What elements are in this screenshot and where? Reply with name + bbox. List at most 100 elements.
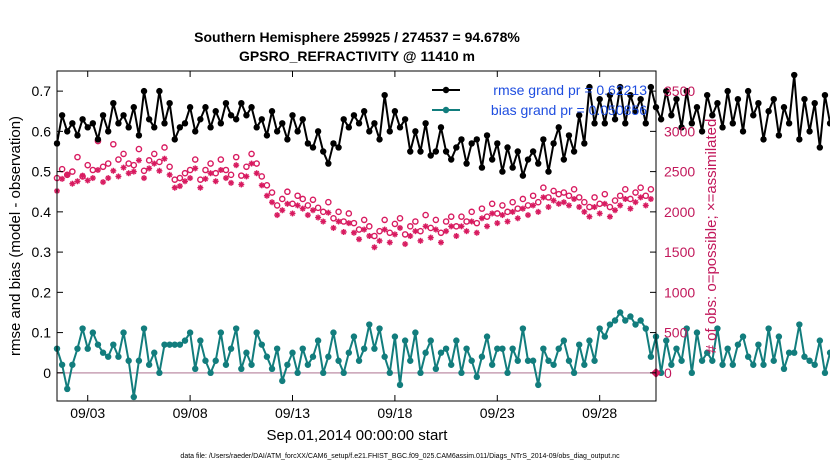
obs-possible-point <box>582 200 587 205</box>
obs-possible-point <box>300 196 305 201</box>
obs-assimilated-point <box>428 235 434 241</box>
obs-possible-point <box>597 201 602 206</box>
obs-assimilated-point <box>515 215 521 221</box>
rmse-point <box>376 136 382 142</box>
rmse-point <box>335 144 341 150</box>
bias-point <box>643 325 649 331</box>
obs-assimilated-point <box>223 175 229 181</box>
rmse-point <box>74 132 80 138</box>
obs-assimilated-point <box>172 185 178 191</box>
rmse-point <box>730 120 736 126</box>
obs-possible-point <box>223 167 228 172</box>
y2-tick-label: 2500 <box>664 164 695 180</box>
bias-point <box>392 333 398 339</box>
rmse-point <box>509 164 515 170</box>
bias-point <box>776 333 782 339</box>
x-tick-label: 09/18 <box>377 405 412 421</box>
rmse-point <box>453 144 459 150</box>
obs-assimilated-point <box>576 204 582 210</box>
rmse-point <box>520 172 526 178</box>
obs-possible-point <box>643 193 648 198</box>
obs-possible-point <box>346 211 351 216</box>
rmse-point <box>709 112 715 118</box>
rmse-point <box>540 136 546 142</box>
rmse-point <box>59 112 65 118</box>
obs-assimilated-point <box>284 201 290 207</box>
bias-point <box>320 370 326 376</box>
rmse-point <box>325 160 331 166</box>
obs-possible-point <box>326 200 331 205</box>
bias-point <box>801 354 807 360</box>
obs-assimilated-point <box>254 170 260 176</box>
bias-point <box>550 362 556 368</box>
obs-possible-point <box>228 172 233 177</box>
rmse-point <box>719 124 725 130</box>
obs-assimilated-point <box>571 196 577 202</box>
bias-point <box>269 366 275 372</box>
obs-possible-point <box>203 167 208 172</box>
bias-point <box>253 329 259 335</box>
rmse-point <box>218 120 224 126</box>
bias-point <box>238 366 244 372</box>
bias-point <box>468 358 474 364</box>
bias-point <box>381 354 387 360</box>
x-tick-label: 09/08 <box>173 405 208 421</box>
bias-point <box>438 350 444 356</box>
obs-possible-point <box>60 167 65 172</box>
bias-point <box>259 341 265 347</box>
obs-assimilated-point <box>638 194 644 200</box>
bias-point <box>79 325 85 331</box>
obs-possible-point <box>531 193 536 198</box>
bias-point <box>530 358 536 364</box>
obs-possible-point <box>116 157 121 162</box>
rmse-point <box>381 92 387 98</box>
rmse-point <box>284 136 290 142</box>
bias-point <box>750 362 756 368</box>
obs-possible-point <box>403 232 408 237</box>
obs-assimilated-point <box>136 157 142 163</box>
obs-assimilated-point <box>397 225 403 231</box>
rmse-point <box>95 136 101 142</box>
obs-assimilated-point <box>100 179 106 185</box>
bias-point <box>735 341 741 347</box>
obs-possible-point <box>648 187 653 192</box>
obs-assimilated-point <box>525 212 531 218</box>
obs-possible-point <box>454 224 459 229</box>
bias-point <box>192 366 198 372</box>
obs-possible-point <box>469 209 474 214</box>
rmse-point <box>64 128 70 134</box>
obs-possible-point <box>121 151 126 156</box>
rmse-point <box>146 116 152 122</box>
rmse-point <box>289 112 295 118</box>
x-tick-label: 09/13 <box>275 405 310 421</box>
bias-point <box>248 362 254 368</box>
obs-possible-point <box>505 209 510 214</box>
rmse-point <box>489 156 495 162</box>
rmse-point <box>156 88 162 94</box>
y2-tick-label: 2000 <box>664 204 695 220</box>
obs-assimilated-point <box>448 223 454 229</box>
bias-point <box>484 333 490 339</box>
rmse-point <box>735 96 741 102</box>
bias-point <box>371 345 377 351</box>
bias-point <box>586 337 592 343</box>
bias-point <box>233 325 239 331</box>
bias-point <box>760 362 766 368</box>
bias-point <box>591 358 597 364</box>
bias-point <box>213 358 219 364</box>
bias-point <box>622 317 628 323</box>
bias-point <box>351 333 357 339</box>
obs-assimilated-point <box>315 214 321 220</box>
obs-assimilated-point <box>633 199 639 205</box>
obs-assimilated-point <box>648 196 654 202</box>
bias-point <box>100 350 106 356</box>
obs-assimilated-point <box>622 196 628 202</box>
rmse-point <box>253 124 259 130</box>
obs-possible-point <box>377 229 382 234</box>
bias-point <box>376 325 382 331</box>
rmse-point <box>392 108 398 114</box>
bias-point <box>474 374 480 380</box>
obs-assimilated-point <box>417 238 423 244</box>
rmse-point <box>822 92 828 98</box>
bias-point <box>755 341 761 347</box>
